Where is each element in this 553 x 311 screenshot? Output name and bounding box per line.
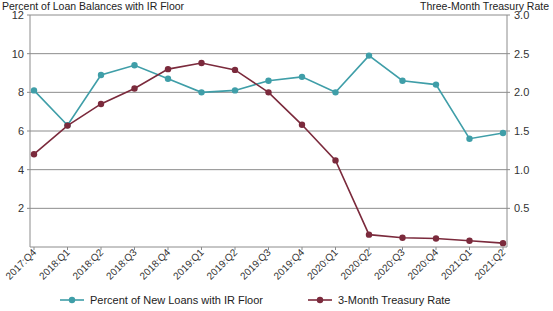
x-tick-label: 2020:Q2: [339, 246, 374, 281]
y-axis-label: Percent of Loan Balances with IR Floor: [2, 0, 185, 12]
y-tick-label: 8: [18, 86, 24, 98]
series-point: [433, 235, 439, 241]
y-tick: [27, 92, 30, 93]
y2-tick-label: 1.0: [514, 164, 529, 176]
x-tick: [268, 247, 269, 250]
series-point: [165, 66, 171, 72]
x-tick-label: 2020:Q1: [305, 246, 340, 281]
legend-label: 3-Month Treasury Rate: [338, 294, 451, 306]
series-point: [500, 130, 506, 136]
y2-tick-label: 2.5: [514, 48, 529, 60]
series-line: [34, 63, 503, 243]
series-point: [433, 81, 439, 87]
y-tick-label: 10: [12, 48, 24, 60]
series-point: [232, 67, 238, 73]
y-tick-label: 6: [18, 125, 24, 137]
series-point: [399, 78, 405, 84]
x-tick-label: 2020:Q3: [372, 246, 407, 281]
series-line: [34, 56, 503, 139]
y-tick: [27, 15, 30, 16]
series-point: [366, 231, 372, 237]
series-point: [131, 85, 137, 91]
x-tick-label: 2019:Q4: [272, 246, 307, 281]
y2-tick: [507, 15, 510, 16]
grid-line: [30, 15, 507, 16]
x-tick: [436, 247, 437, 250]
x-tick: [469, 247, 470, 250]
series-point: [31, 87, 37, 93]
x-tick-label: 2021:Q2: [473, 246, 508, 281]
y2-tick: [507, 169, 510, 170]
x-tick-label: 2018:Q4: [138, 246, 173, 281]
series-point: [466, 238, 472, 244]
series-point: [332, 89, 338, 95]
y-tick: [27, 169, 30, 170]
x-tick: [67, 247, 68, 250]
x-tick: [402, 247, 403, 250]
y-tick: [27, 208, 30, 209]
x-tick-label: 2020:Q4: [406, 246, 441, 281]
series-point: [265, 78, 271, 84]
series-point: [198, 60, 204, 66]
series-point: [366, 52, 372, 58]
y-tick: [27, 53, 30, 54]
grid-line: [30, 131, 507, 132]
x-tick: [201, 247, 202, 250]
x-tick: [235, 247, 236, 250]
series-point: [232, 87, 238, 93]
series-point: [98, 101, 104, 107]
series-point: [64, 122, 70, 128]
grid-line: [30, 53, 507, 54]
y-tick-label: 2: [18, 202, 24, 214]
x-tick-label: 2018:Q3: [104, 246, 139, 281]
x-tick-label: 2019:Q1: [171, 246, 206, 281]
x-tick-label: 2018:Q1: [37, 246, 72, 281]
series-point: [399, 235, 405, 241]
x-tick: [134, 247, 135, 250]
plot-area: [31, 52, 506, 246]
y2-tick: [507, 208, 510, 209]
series-point: [165, 76, 171, 82]
series-point: [31, 151, 37, 157]
y-tick-label: 4: [18, 164, 24, 176]
series-point: [299, 122, 305, 128]
x-tick: [101, 247, 102, 250]
grid-line: [30, 169, 507, 170]
x-tick: [369, 247, 370, 250]
x-tick: [34, 247, 35, 250]
series-point: [98, 72, 104, 78]
x-tick-label: 2019:Q3: [238, 246, 273, 281]
y2-axis-label: Three-Month Treasury Rate: [420, 0, 549, 12]
y-tick: [27, 131, 30, 132]
x-tick: [335, 247, 336, 250]
x-tick-label: 2017:Q4: [4, 246, 39, 281]
x-tick: [302, 247, 303, 250]
series-point: [299, 74, 305, 80]
grid-line: [30, 208, 507, 209]
x-tick: [503, 247, 504, 250]
y2-tick: [507, 53, 510, 54]
y2-tick-label: 0.5: [514, 202, 529, 214]
legend: Percent of New Loans with IR Floor 3-Mont…: [60, 294, 451, 306]
series-point: [466, 136, 472, 142]
series-point: [131, 62, 137, 68]
y2-tick-label: 1.5: [514, 125, 529, 137]
chart-container: 246810120.51.01.52.02.53.0Percent of Loa…: [0, 0, 553, 311]
x-tick: [168, 247, 169, 250]
series-point: [64, 122, 70, 128]
legend-label: Percent of New Loans with IR Floor: [90, 294, 263, 306]
legend-marker: [69, 297, 75, 303]
y2-tick-label: 2.0: [514, 86, 529, 98]
x-tick-label: 2021:Q1: [439, 246, 474, 281]
series-point: [265, 89, 271, 95]
series-point: [500, 240, 506, 246]
series-point: [198, 89, 204, 95]
series-point: [332, 157, 338, 163]
y2-tick: [507, 92, 510, 93]
x-tick-label: 2018:Q2: [71, 246, 106, 281]
y2-tick: [507, 131, 510, 132]
legend-marker: [317, 297, 323, 303]
x-tick-label: 2019:Q2: [205, 246, 240, 281]
chart: 246810120.51.01.52.02.53.0Percent of Loa…: [0, 0, 553, 311]
